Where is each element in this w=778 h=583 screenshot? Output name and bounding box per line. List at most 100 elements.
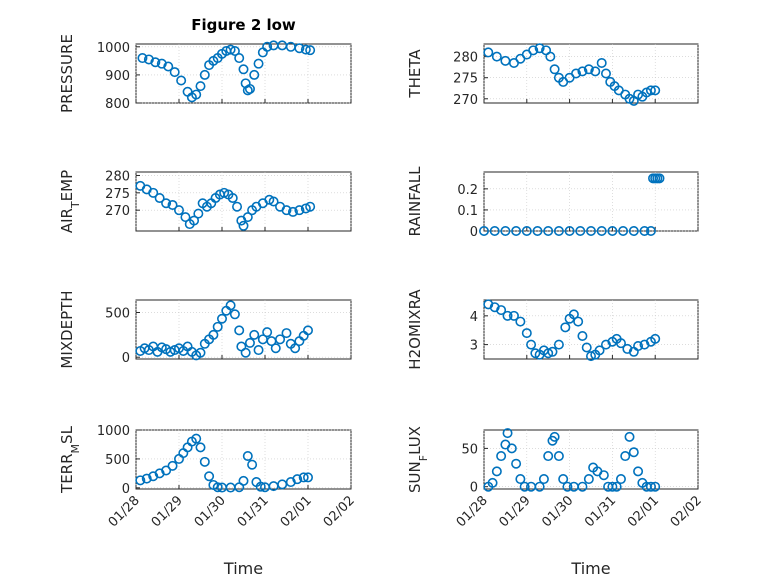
data-point xyxy=(577,330,588,341)
x-tick-label: 01/30 xyxy=(539,493,576,530)
data-point xyxy=(633,341,644,352)
data-point xyxy=(298,472,309,483)
chart-h2omixra: 3 4 H2OMIXRA xyxy=(406,289,699,370)
data-point xyxy=(549,64,560,75)
data-point xyxy=(519,481,530,492)
data-point xyxy=(624,431,635,442)
data-point xyxy=(242,212,253,223)
y-axis-label: AIRTEMP xyxy=(58,170,82,233)
data-point xyxy=(615,474,626,485)
data-point xyxy=(281,328,292,339)
y-tick-label: 275 xyxy=(105,187,130,202)
data-point xyxy=(645,481,656,492)
data-point xyxy=(141,473,152,484)
data-point xyxy=(167,460,178,471)
chart-rainfall: 0 0.1 0.2 RAINFALL xyxy=(406,166,699,240)
data-point xyxy=(496,451,507,462)
data-point xyxy=(553,451,564,462)
data-point xyxy=(545,51,556,62)
y-tick-label: 1000 xyxy=(97,424,130,439)
x-tick-label: 01/31 xyxy=(235,493,272,530)
data-point xyxy=(511,458,522,469)
data-point xyxy=(150,57,161,68)
data-point xyxy=(620,451,631,462)
data-point xyxy=(180,212,191,223)
data-point xyxy=(596,57,607,68)
data-point xyxy=(302,472,313,483)
data-point xyxy=(502,310,513,321)
data-point xyxy=(650,85,661,96)
chart-mixdepth: 0 500 MIXDEPTH xyxy=(58,290,352,369)
data-point xyxy=(577,66,588,77)
data-point xyxy=(583,64,594,75)
y-axis-label: H2OMIXRA xyxy=(406,289,424,370)
data-point xyxy=(491,51,502,62)
data-point xyxy=(225,300,236,311)
data-point xyxy=(491,466,502,477)
y-tick-label: 280 xyxy=(105,169,130,184)
data-point xyxy=(195,442,206,453)
data-point xyxy=(600,68,611,79)
data-point xyxy=(292,474,303,485)
data-point xyxy=(193,208,204,219)
data-point xyxy=(506,443,517,454)
data-point xyxy=(607,226,618,237)
data-point xyxy=(562,481,573,492)
data-point xyxy=(650,481,661,492)
data-point xyxy=(534,481,545,492)
y-tick-label: 270 xyxy=(453,93,478,108)
data-point xyxy=(240,347,251,358)
data-point xyxy=(483,47,494,58)
data-point xyxy=(262,327,273,338)
data-point xyxy=(169,67,180,78)
data-point xyxy=(487,477,498,488)
x-tick-label: 02/02 xyxy=(321,493,358,530)
y-tick-label: 4 xyxy=(470,310,478,325)
data-point xyxy=(255,481,266,492)
data-point xyxy=(598,470,609,481)
data-point xyxy=(212,321,223,332)
data-point xyxy=(521,226,532,237)
x-tick-label: 01/29 xyxy=(497,493,534,530)
data-point xyxy=(526,339,537,350)
chart-pressure: 800 900 1000 PRESSURE Figure 2 low xyxy=(58,16,352,113)
data-point xyxy=(294,43,305,54)
x-tick-label: 01/28 xyxy=(106,493,143,530)
data-point xyxy=(650,333,661,344)
plot-area xyxy=(483,171,699,232)
data-point xyxy=(628,447,639,458)
data-point xyxy=(262,41,273,52)
y-tick-label: 275 xyxy=(453,72,478,87)
data-point xyxy=(300,44,311,55)
data-point xyxy=(176,75,187,86)
data-point xyxy=(305,45,316,56)
data-point xyxy=(639,226,650,237)
data-point xyxy=(249,329,260,340)
data-point xyxy=(287,206,298,217)
data-point xyxy=(137,53,148,64)
data-point xyxy=(511,226,522,237)
data-point xyxy=(500,226,511,237)
data-point xyxy=(234,325,245,336)
data-point xyxy=(225,44,236,55)
data-point xyxy=(199,456,210,467)
data-point xyxy=(560,322,571,333)
data-point xyxy=(281,205,292,216)
data-point xyxy=(167,199,178,210)
y-axis-label: RAINFALL xyxy=(406,166,424,237)
data-point xyxy=(478,226,489,237)
data-point xyxy=(161,198,172,209)
y-tick-label: 800 xyxy=(105,97,130,112)
data-point xyxy=(607,481,618,492)
plot-area xyxy=(483,299,699,360)
data-point xyxy=(238,64,249,75)
data-point xyxy=(543,348,554,359)
plot-area xyxy=(483,429,699,490)
x-tick-label: 01/31 xyxy=(582,493,619,530)
data-point xyxy=(199,69,210,80)
data-point xyxy=(654,173,665,184)
data-point xyxy=(161,465,172,476)
data-point xyxy=(238,475,249,486)
data-point xyxy=(135,475,146,486)
